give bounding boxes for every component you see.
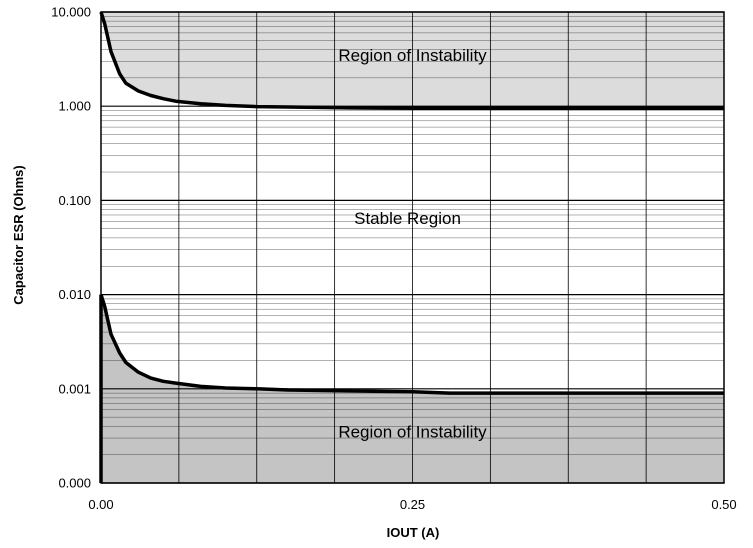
y-tick-label: 0.100 — [58, 193, 91, 208]
upper-boundary-curve — [99, 11, 724, 111]
x-tick-label: 0.25 — [400, 497, 425, 512]
region-annotations: Region of Instability Stable Region Region… — [338, 46, 487, 442]
x-tick-label: 0.00 — [88, 497, 113, 512]
x-tick-label: 0.50 — [711, 497, 736, 512]
y-axis-title: Capacitor ESR (Ohms) — [11, 165, 26, 304]
region-label: Stable Region — [354, 209, 461, 228]
region-label: Region of Instability — [338, 423, 487, 442]
x-tick-labels: 0.00 0.25 0.50 — [88, 497, 736, 512]
plot-frame — [100, 11, 725, 484]
y-tick-labels: 10.000 1.000 0.100 0.010 0.001 0.000 — [51, 5, 91, 491]
x-axis-title: IOUT (A) — [387, 525, 440, 540]
lower-boundary-curve — [99, 294, 724, 395]
y-tick-label: 0.000 — [58, 476, 91, 491]
y-tick-label: 0.010 — [58, 287, 91, 302]
region-label: Region of Instability — [338, 46, 487, 65]
y-tick-label: 0.001 — [58, 381, 91, 396]
grid-lines — [101, 11, 724, 484]
y-tick-label: 1.000 — [58, 99, 91, 114]
y-tick-label: 10.000 — [51, 5, 91, 20]
